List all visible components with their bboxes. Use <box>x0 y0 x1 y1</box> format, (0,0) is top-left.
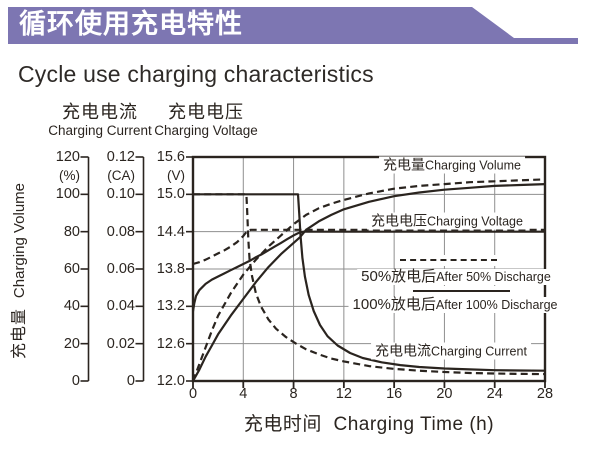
current-tick-label: 0.08 <box>106 223 135 240</box>
current-tick-label: 0 <box>126 373 135 389</box>
volume-tick-label: 80 <box>63 223 80 240</box>
volume-curve-label: 充电量Charging Volume <box>379 156 525 174</box>
voltage-axis-header-zh: 充电电压 <box>168 102 244 122</box>
current-curve-label-en: Charging Current <box>431 344 527 359</box>
voltage-tick-label: 13.8 <box>156 261 185 277</box>
legend-solid-line-sample <box>413 286 510 297</box>
charging-current-after-50pct-discharge-curve <box>193 193 546 376</box>
volume-curve-label-zh: 充电量 <box>383 156 426 173</box>
voltage-tick-label: 14.4 <box>156 223 185 240</box>
current-axis-header: 充电电流 Charging Current <box>15 103 185 138</box>
time-axis-title-zh: 充电时间 <box>243 414 322 435</box>
legend-50pct-label-en: After 50% Discharge <box>436 270 551 284</box>
time-tick-label: 12 <box>335 386 352 402</box>
current-tick-label: 0.02 <box>106 335 135 352</box>
volume-tick-label: 0 <box>71 373 80 389</box>
page-title: 循环使用充电特性 <box>19 9 243 39</box>
legend-50pct-label: 50%放电后After 50% Discharge <box>357 269 555 285</box>
legend-100pct-label-zh: 100%放电后 <box>352 296 436 313</box>
voltage-tick-label: 15.6 <box>156 149 185 165</box>
time-tick-label: 20 <box>436 386 453 402</box>
legend-100pct-label-en: After 100% Discharge <box>435 298 558 312</box>
voltage-unit-label: (V) <box>167 167 185 183</box>
time-tick-label: 4 <box>239 386 248 402</box>
voltage-curve-label: 充电电压Charging Voltage <box>367 212 527 230</box>
time-tick-label: 24 <box>486 386 503 402</box>
volume-tick-label: 100 <box>55 186 80 203</box>
page-subtitle: Cycle use charging characteristics <box>18 61 374 87</box>
current-unit-label: (CA) <box>107 167 135 183</box>
dashed-line <box>400 259 497 261</box>
time-axis-title-en: Charging Time (h) <box>333 414 495 435</box>
charging-current-after-100pct-discharge-curve <box>193 193 546 372</box>
legend-100pct-label: 100%放电后After 100% Discharge <box>348 296 562 313</box>
current-curve-label: 充电电流Charging Current <box>371 342 531 360</box>
legend-50pct-label-zh: 50%放电后 <box>361 268 437 285</box>
volume-tick-label: 60 <box>63 261 80 277</box>
voltage-curve-label-en: Charging Voltage <box>427 214 523 229</box>
voltage-tick-label: 12.6 <box>156 335 185 352</box>
volume-tick-label: 40 <box>63 298 80 315</box>
time-tick-label: 0 <box>188 386 198 402</box>
current-tick-label: 0.10 <box>106 186 135 203</box>
current-curve-label-zh: 充电电流 <box>375 342 432 359</box>
voltage-tick-label: 13.2 <box>156 298 185 315</box>
current-tick-label: 0.06 <box>106 261 135 277</box>
voltage-axis-header-en: Charging Voltage <box>154 122 258 138</box>
solid-line <box>413 290 510 292</box>
time-tick-label: 8 <box>289 386 298 402</box>
volume-unit-label: (%) <box>59 167 80 183</box>
charging-voltage-after-100pct-discharge-curve <box>191 230 545 312</box>
current-axis-header-en: Charging Current <box>48 122 152 138</box>
time-axis-title: 充电时间 Charging Time (h) <box>219 409 519 436</box>
volume-curve-label-en: Charging Volume <box>425 158 521 173</box>
voltage-tick-label: 12.0 <box>156 373 185 389</box>
legend-dashed-line-sample <box>400 255 497 266</box>
time-tick-label: 28 <box>536 386 554 402</box>
current-tick-label: 0.04 <box>106 298 135 315</box>
voltage-tick-label: 15.0 <box>156 186 185 203</box>
voltage-axis-header: 充电电压 Charging Voltage <box>121 103 291 138</box>
charging-voltage-after-50pct-discharge-curve <box>192 228 545 266</box>
current-tick-label: 0.12 <box>106 149 135 165</box>
volume-tick-label: 120 <box>55 149 80 165</box>
voltage-curve-label-zh: 充电电压 <box>371 212 428 229</box>
time-tick-label: 16 <box>386 386 403 402</box>
current-axis-header-zh: 充电电流 <box>62 102 138 122</box>
volume-tick-label: 20 <box>63 335 80 352</box>
charging-volume-after-100pct-discharge-curve <box>192 183 546 382</box>
